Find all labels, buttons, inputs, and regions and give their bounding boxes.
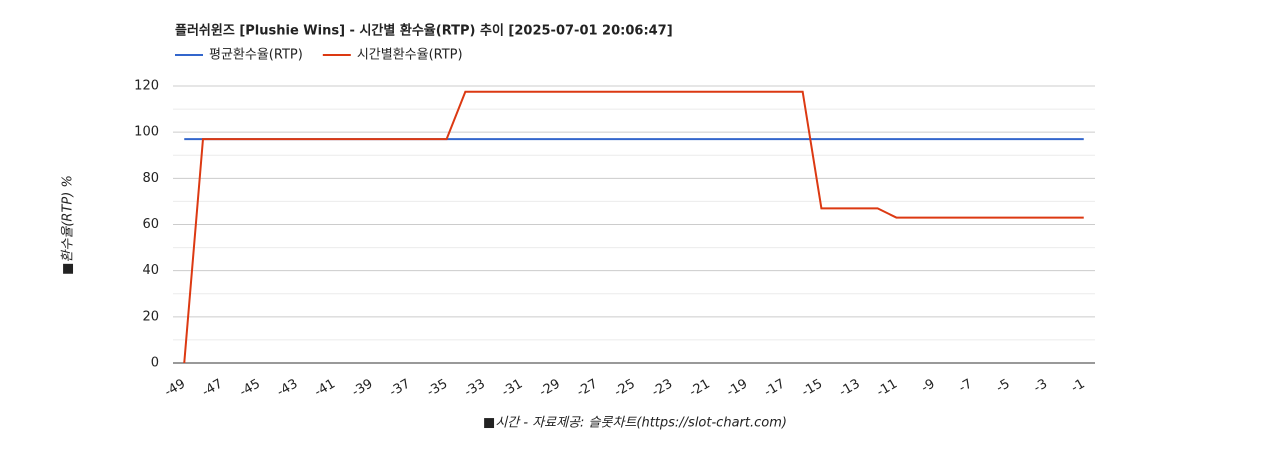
x-tick-label: -15 <box>799 377 825 401</box>
x-tick-label: -25 <box>612 377 638 401</box>
x-tick-label: -37 <box>387 377 413 401</box>
chart-title: 플러쉬윈즈 [Plushie Wins] - 시간별 환수율(RTP) 추이 [… <box>175 23 673 39</box>
x-tick-label: -1 <box>1069 377 1088 396</box>
x-tick-label: -47 <box>200 377 226 401</box>
line-series <box>183 90 1084 364</box>
y-tick-label: 0 <box>151 356 159 371</box>
x-tick-label: -17 <box>762 377 788 401</box>
x-tick-label: -9 <box>919 377 938 396</box>
x-tick-label: -5 <box>994 377 1013 396</box>
legend-label: 평균환수율(RTP) <box>209 48 303 63</box>
x-tick-label: -21 <box>687 377 713 401</box>
x-tick-label: -27 <box>574 377 600 401</box>
y-tick-label: 40 <box>142 263 159 278</box>
x-axis-title: ■시간 - 자료제공: 슬롯차트(https://slot-chart.com) <box>483 416 787 431</box>
x-tick-label: -31 <box>499 377 525 401</box>
x-tick-label: -3 <box>1031 377 1050 396</box>
x-tick-label: -7 <box>956 377 975 396</box>
x-tick-label: -29 <box>537 377 563 401</box>
x-tick-label: -39 <box>350 377 376 401</box>
legend-label: 시간별환수율(RTP) <box>357 48 463 63</box>
x-tick-label: -19 <box>724 377 750 401</box>
x-tick-label: -23 <box>649 377 675 401</box>
y-tick-label: 120 <box>134 79 159 94</box>
x-tick-label: -45 <box>237 377 263 401</box>
y-tick-label: 80 <box>142 171 159 186</box>
x-tick-label: -49 <box>162 377 188 401</box>
x-tick-label: -13 <box>837 377 863 401</box>
y-axis-title: ■환수율(RTP) % <box>61 175 76 275</box>
y-tick-label: 100 <box>134 125 159 140</box>
x-tick-label: -33 <box>462 377 488 401</box>
y-tick-label: 20 <box>142 309 159 324</box>
x-tick-label: -35 <box>424 377 450 401</box>
x-tick-label: -41 <box>312 377 338 401</box>
y-tick-label: 60 <box>142 217 159 232</box>
x-tick-label: -11 <box>874 377 900 401</box>
x-tick-label: -43 <box>275 377 301 401</box>
